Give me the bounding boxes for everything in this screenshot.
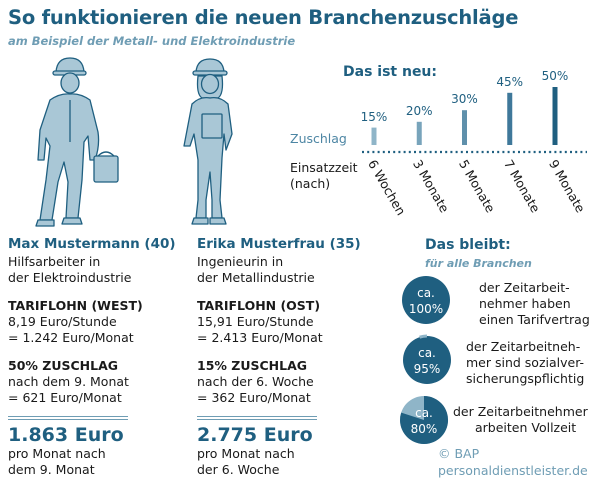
zuschlag-title: 50% ZUSCHLAG [8, 358, 119, 373]
bar-7-monate [507, 92, 513, 145]
bar-value-label: 30% [451, 92, 478, 107]
credit-source: © BAP [438, 446, 480, 461]
divider [197, 419, 317, 420]
page-title: So funktionieren die neuen Branchenzusch… [8, 6, 519, 29]
bleibt-text-2: der Zeitarbeitneh- mer sind sozialver- s… [466, 339, 584, 387]
bar-9-monate [552, 87, 558, 145]
tarif-line: 15,91 Euro/Stunde [197, 314, 314, 329]
zuschlag-line: nach der 6. Woche [197, 374, 314, 389]
bleibt-line: mer sind sozialver- [466, 355, 585, 370]
bar-5-monate [462, 110, 467, 145]
credit: © BAP personaldienstleister.de [438, 445, 588, 479]
job-line: Ingenieurin in [197, 254, 284, 269]
chart-title: Das ist neu: [343, 64, 438, 80]
tarif-line: 8,19 Euro/Stunde [8, 314, 117, 329]
divider [197, 416, 317, 417]
circle-95-percent: ca. 95% [401, 334, 453, 386]
total-block-erika: 2.775 Euro pro Monat nach der 6. Woche [197, 424, 313, 478]
total-line: dem 9. Monat [8, 462, 95, 477]
bar-value-label: 45% [496, 74, 524, 89]
row-label-nach: (nach) [290, 176, 331, 191]
tarif-title: TARIFLOHN (WEST) [8, 298, 143, 313]
bleibt-title: Das bleibt: [425, 237, 511, 253]
zuschlag-line: = 621 Euro/Monat [8, 390, 122, 405]
bar-3-monate [416, 121, 422, 145]
circle-value: 100% [409, 302, 443, 316]
bleibt-circles: ca. 100% ca. 95% ca. 80% [400, 276, 453, 444]
bleibt-line: einen Tarifvertrag [479, 312, 590, 327]
total-block-max: 1.863 Euro pro Monat nach dem 9. Monat [8, 424, 124, 478]
zuschlag-title: 15% ZUSCHLAG [197, 358, 308, 373]
total-line: pro Monat nach [197, 446, 295, 461]
total-line: pro Monat nach [8, 446, 106, 461]
circle-value: 95% [414, 362, 441, 376]
bleibt-line: nehmer haben [479, 296, 571, 311]
bleibt-line: der Zeitarbeitnehmer [453, 404, 588, 419]
zuschlag-line: = 362 Euro/Monat [197, 390, 311, 405]
bleibt-line: sicherungspflichtig [466, 371, 585, 386]
female-worker-figure [183, 58, 233, 225]
bar-6-wochen [371, 127, 377, 145]
bar-value-label: 15% [360, 109, 388, 124]
person-card-erika: Erika Musterfrau (35) Ingenieurin in der… [197, 236, 361, 406]
bar-value-label: 50% [541, 69, 569, 83]
job-line: Hilfsarbeiter in [8, 254, 101, 269]
divider [8, 416, 128, 417]
circle-80-percent: ca. 80% [400, 395, 449, 444]
bleibt-text-1: der Zeitarbeit- nehmer haben einen Tarif… [479, 280, 590, 328]
circle-prefix: ca. [418, 346, 436, 360]
circle-prefix: ca. [415, 406, 433, 420]
person-card-max: Max Mustermann (40) Hilfsarbeiter in der… [8, 236, 176, 406]
divider [8, 419, 128, 420]
bar-chart [362, 87, 587, 154]
bleibt-line: der Zeitarbeitneh- [466, 339, 581, 354]
total-line: der 6. Woche [197, 462, 280, 477]
person-name: Max Mustermann (40) [8, 236, 176, 252]
job-line: der Elektroindustrie [8, 270, 132, 285]
tarif-line: = 1.242 Euro/Monat [8, 330, 134, 345]
person-name: Erika Musterfrau (35) [197, 236, 361, 252]
row-label-einsatzzeit: Einsatzzeit [290, 160, 358, 175]
circle-100-percent: ca. 100% [402, 276, 450, 324]
worker-illustrations [35, 57, 233, 227]
bar-value-label: 20% [405, 103, 433, 118]
job-line: der Metallindustrie [197, 270, 315, 285]
credit-site: personaldienstleister.de [438, 463, 588, 478]
row-label-zuschlag: Zuschlag [290, 131, 347, 146]
total-amount: 2.775 Euro [197, 424, 313, 446]
male-worker-figure [35, 57, 119, 227]
circle-prefix: ca. [417, 286, 435, 300]
zuschlag-line: nach dem 9. Monat [8, 374, 129, 389]
total-amount: 1.863 Euro [8, 424, 124, 446]
tarif-line: = 2.413 Euro/Monat [197, 330, 323, 345]
tarif-title: TARIFLOHN (OST) [197, 298, 321, 313]
page-subtitle: am Beispiel der Metall- und Elektroindus… [8, 34, 296, 48]
bleibt-line: arbeiten Vollzeit [475, 420, 577, 435]
bleibt-text-3: der Zeitarbeitnehmer arbeiten Vollzeit [453, 404, 588, 436]
bleibt-line: der Zeitarbeit- [479, 280, 570, 295]
circle-value: 80% [411, 422, 438, 436]
bleibt-subtitle: für alle Branchen [425, 257, 532, 270]
